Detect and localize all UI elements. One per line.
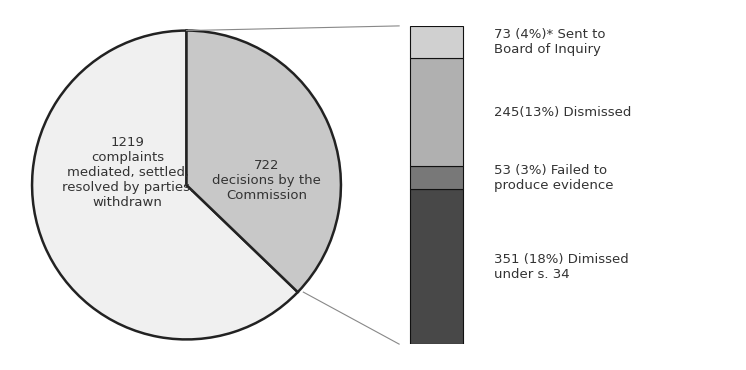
Bar xyxy=(410,189,463,344)
Text: 245(13%) Dismissed: 245(13%) Dismissed xyxy=(495,105,632,118)
Wedge shape xyxy=(32,31,298,339)
Bar xyxy=(410,26,463,58)
Bar xyxy=(410,166,463,189)
Text: 53 (3%) Failed to
produce evidence: 53 (3%) Failed to produce evidence xyxy=(495,164,614,192)
Text: 351 (18%) Dimissed
under s. 34: 351 (18%) Dimissed under s. 34 xyxy=(495,253,629,281)
Text: 1219
complaints
mediated, settled,
resolved by parties,
withdrawn: 1219 complaints mediated, settled, resol… xyxy=(62,136,194,209)
Wedge shape xyxy=(186,31,341,292)
Text: 722
decisions by the
Commission: 722 decisions by the Commission xyxy=(213,159,322,202)
Bar xyxy=(410,58,463,166)
Text: 73 (4%)* Sent to
Board of Inquiry: 73 (4%)* Sent to Board of Inquiry xyxy=(495,28,606,56)
